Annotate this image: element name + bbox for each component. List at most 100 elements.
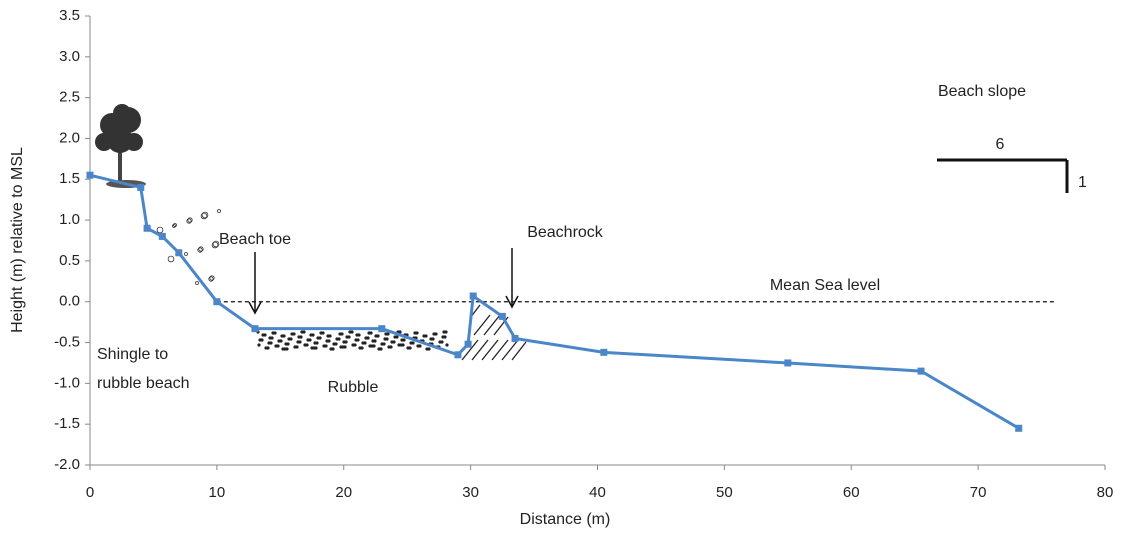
- x-tick-label: 80: [1097, 484, 1114, 501]
- y-tick-label: -2.0: [54, 456, 80, 473]
- pebble: [173, 223, 177, 227]
- point-marker: [143, 224, 151, 232]
- x-tick-label: 0: [86, 484, 94, 501]
- point-marker: [917, 367, 925, 375]
- annotation: 1: [1078, 174, 1087, 191]
- rubble-dot: [261, 333, 265, 337]
- y-tick-label: 3.5: [59, 7, 80, 24]
- rubble-dot: [400, 338, 404, 342]
- rubble-dot: [338, 332, 342, 336]
- point-marker: [784, 359, 792, 367]
- pebble: [197, 247, 203, 253]
- point-marker: [464, 340, 472, 348]
- rubble-dot: [368, 344, 372, 348]
- rubble-dot: [290, 332, 294, 336]
- rubble-dot: [258, 338, 262, 342]
- arrows: [248, 248, 519, 315]
- point-marker: [600, 348, 608, 356]
- x-axis-title: Distance (m): [520, 511, 611, 528]
- rubble-dot: [425, 347, 429, 351]
- rubble-dot: [380, 342, 384, 346]
- pebble: [211, 241, 219, 249]
- rubble-dot: [303, 343, 307, 347]
- pebble: [156, 226, 164, 234]
- x-tick-label: 30: [462, 484, 479, 501]
- rubble-dot: [406, 346, 410, 350]
- rubble-dot: [268, 336, 272, 340]
- rubble-dot: [390, 340, 394, 344]
- pebble: [212, 240, 220, 248]
- y-tick-label: 0.0: [59, 293, 80, 310]
- rubble-dot: [339, 345, 343, 349]
- pebble: [209, 275, 215, 281]
- rubble-dot: [319, 331, 323, 335]
- rubble-dot: [348, 330, 352, 334]
- annotation: Beach slope: [938, 83, 1026, 100]
- rubble-dot: [384, 332, 388, 336]
- x-tick-label: 60: [843, 484, 860, 501]
- rubble-dot: [281, 347, 285, 351]
- rubble-dot: [377, 347, 381, 351]
- rubble-dot: [316, 336, 320, 340]
- pebble: [208, 276, 214, 282]
- rubble-dot: [329, 347, 333, 351]
- point-marker: [511, 334, 519, 342]
- rubble-dot: [277, 339, 281, 343]
- point-marker: [213, 298, 221, 306]
- rubble-dot: [313, 341, 317, 345]
- rubble-dot: [438, 340, 442, 344]
- rubble-dot: [374, 334, 378, 338]
- rubble-dot: [345, 335, 349, 339]
- rubble-dot: [383, 337, 387, 341]
- point-marker: [251, 325, 259, 333]
- point-marker: [86, 171, 94, 179]
- annotation: Beach toe: [219, 231, 291, 248]
- mean-sea-level-label: Mean Sea level: [770, 277, 880, 294]
- point-marker: [1015, 424, 1023, 432]
- hatch: [461, 304, 527, 361]
- rubble-dot: [332, 342, 336, 346]
- pebble: [217, 209, 221, 213]
- rubble-dot: [367, 331, 371, 335]
- x-tick-label: 50: [716, 484, 733, 501]
- annotation: Shingle to: [97, 346, 168, 363]
- rubble-dot: [326, 334, 330, 338]
- rubble-dot: [445, 343, 449, 347]
- rubble-dot: [422, 334, 426, 338]
- rubble-dot: [429, 337, 433, 341]
- pebble: [198, 246, 204, 252]
- rubble-dot: [280, 334, 284, 338]
- point-marker: [158, 232, 166, 240]
- rubble-dot: [364, 336, 368, 340]
- y-tick-label: 2.0: [59, 129, 80, 146]
- rubble-dot: [342, 340, 346, 344]
- rubble-dot: [371, 339, 375, 343]
- point-marker: [137, 183, 145, 191]
- pebble: [172, 224, 176, 228]
- y-tick-label: 0.5: [59, 252, 80, 269]
- rubble-dot: [409, 341, 413, 345]
- rubble-dot: [413, 331, 417, 335]
- rubble-dot: [297, 335, 301, 339]
- y-tick-label: -0.5: [54, 334, 80, 351]
- y-axis-title: Height (m) relative to MSL: [9, 147, 26, 333]
- y-tick-label: 3.0: [59, 48, 80, 65]
- x-tick-label: 40: [589, 484, 606, 501]
- rubble-dot: [354, 338, 358, 342]
- rubble-dot: [284, 342, 288, 346]
- point-marker: [454, 351, 462, 359]
- rubble-dot: [432, 332, 436, 336]
- y-tick-label: 2.5: [59, 89, 80, 106]
- rubble-dot: [257, 343, 261, 347]
- rubble-dot: [274, 344, 278, 348]
- pebble: [187, 217, 193, 223]
- rubble-dot: [267, 341, 271, 345]
- rubble-dot: [310, 346, 314, 350]
- annotation: rubble beach: [97, 375, 190, 392]
- rubble-dot: [264, 346, 268, 350]
- tree: [95, 104, 146, 188]
- rubble-dot: [441, 335, 445, 339]
- pebble: [200, 212, 208, 220]
- rubble-dot: [361, 341, 365, 345]
